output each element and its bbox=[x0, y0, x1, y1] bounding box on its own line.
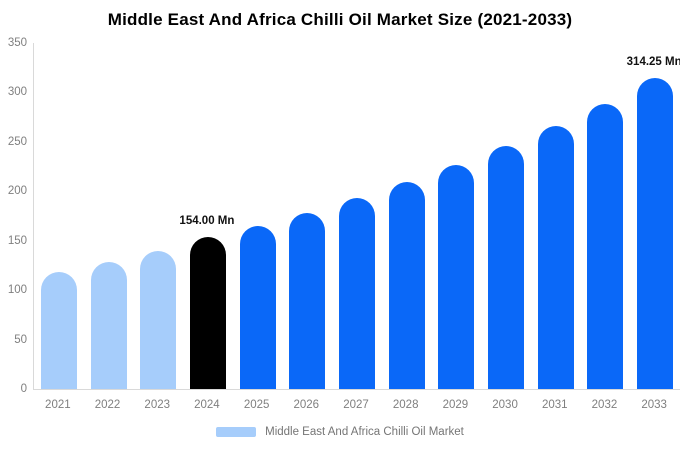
y-axis-tick-label: 250 bbox=[7, 135, 27, 148]
x-axis-tick-label: 2026 bbox=[293, 399, 320, 411]
bar-2030[interactable] bbox=[488, 145, 525, 389]
y-axis-tick-label: 350 bbox=[7, 37, 27, 49]
plot-area bbox=[33, 43, 680, 390]
x-axis-tick-label: 2030 bbox=[492, 399, 518, 411]
value-label-2024: 154.00 Mn bbox=[179, 214, 235, 227]
legend-label: Middle East And Africa Chilli Oil Market bbox=[265, 426, 464, 438]
bar-2028[interactable] bbox=[388, 182, 425, 389]
legend-item[interactable]: Middle East And Africa Chilli Oil Market bbox=[216, 426, 464, 438]
x-axis-tick-label: 2024 bbox=[194, 399, 220, 411]
bar-2032[interactable] bbox=[587, 104, 624, 389]
bar-2024[interactable] bbox=[189, 236, 226, 389]
bar-2027[interactable] bbox=[339, 198, 375, 389]
value-label-2033: 314.25 Mn bbox=[626, 56, 680, 69]
y-axis-tick-label: 0 bbox=[20, 383, 27, 395]
bar-2026[interactable] bbox=[289, 213, 326, 389]
chart-title: Middle East And Africa Chilli Oil Market… bbox=[107, 10, 573, 29]
x-axis-tick-label: 2025 bbox=[243, 399, 270, 411]
x-axis-tick-label: 2032 bbox=[591, 399, 618, 411]
y-axis-tick-label: 100 bbox=[7, 284, 27, 297]
x-axis-tick-label: 2021 bbox=[45, 399, 71, 411]
y-axis-tick-label: 150 bbox=[7, 234, 27, 247]
bar-2025[interactable] bbox=[239, 225, 276, 389]
bar-2031[interactable] bbox=[537, 126, 574, 389]
y-axis-tick-label: 50 bbox=[14, 333, 27, 346]
x-axis-tick-label: 2023 bbox=[144, 399, 171, 411]
bar-2023[interactable] bbox=[140, 250, 177, 389]
x-axis-tick-label: 2028 bbox=[392, 399, 419, 411]
x-axis-tick-label: 2033 bbox=[641, 399, 667, 411]
bar-2033[interactable] bbox=[637, 78, 674, 389]
bar-2021[interactable] bbox=[40, 272, 77, 389]
x-axis-tick-label: 2029 bbox=[442, 399, 469, 411]
y-axis-tick-label: 300 bbox=[7, 86, 27, 99]
x-axis-tick-label: 2027 bbox=[343, 399, 369, 411]
y-axis-tick-label: 200 bbox=[7, 185, 27, 198]
bar-2022[interactable] bbox=[90, 262, 127, 389]
legend-swatch bbox=[216, 427, 257, 437]
bar-2029[interactable] bbox=[438, 164, 475, 389]
x-axis-tick-label: 2031 bbox=[541, 399, 568, 411]
legend: Middle East And Africa Chilli Oil Market bbox=[0, 426, 680, 438]
x-axis-tick-label: 2022 bbox=[94, 399, 121, 411]
